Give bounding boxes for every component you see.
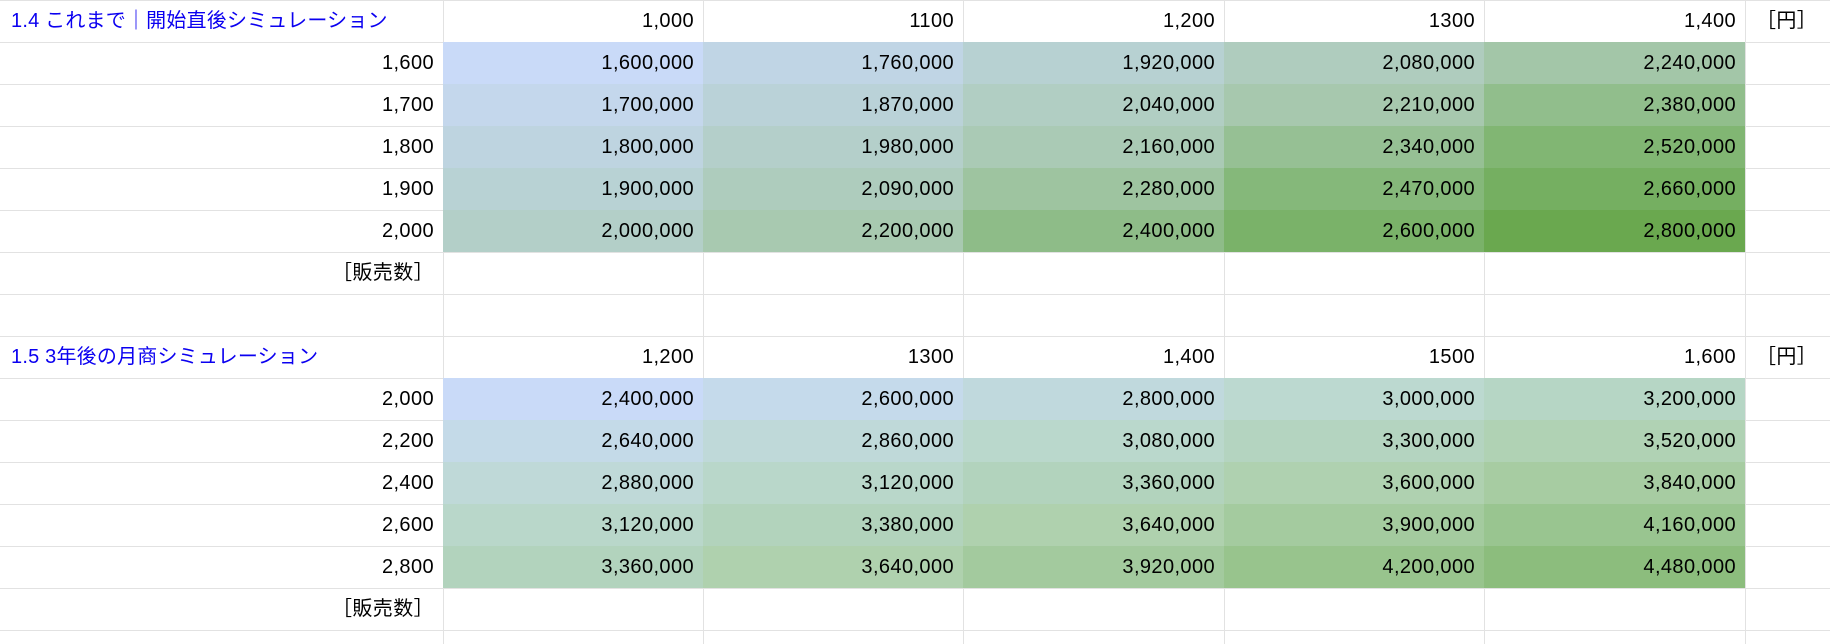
- vertical-gridline: [703, 0, 704, 644]
- revenue-cell[interactable]: 1,870,000: [703, 84, 963, 126]
- revenue-cell[interactable]: 2,200,000: [703, 210, 963, 252]
- revenue-cell[interactable]: 2,210,000: [1224, 84, 1484, 126]
- revenue-cell[interactable]: 3,520,000: [1484, 420, 1745, 462]
- revenue-cell[interactable]: 2,040,000: [963, 84, 1224, 126]
- price-header-cell[interactable]: 1,200: [641, 346, 694, 368]
- price-header-cell[interactable]: 1,400: [1162, 346, 1215, 368]
- revenue-cell[interactable]: 3,360,000: [443, 546, 703, 588]
- price-header-cell[interactable]: 1100: [909, 10, 954, 32]
- revenue-cell[interactable]: 3,080,000: [963, 420, 1224, 462]
- quantity-cell[interactable]: 1,800: [381, 136, 434, 158]
- revenue-cell[interactable]: 1,900,000: [443, 168, 703, 210]
- horizontal-gridline: [0, 294, 1830, 295]
- revenue-cell[interactable]: 2,090,000: [703, 168, 963, 210]
- quantity-cell[interactable]: 2,000: [381, 388, 434, 410]
- table-title[interactable]: 1.5 3年後の月商シミュレーション: [11, 346, 319, 368]
- revenue-cell[interactable]: 3,600,000: [1224, 462, 1484, 504]
- quantity-cell[interactable]: 1,600: [381, 52, 434, 74]
- revenue-cell[interactable]: 3,920,000: [963, 546, 1224, 588]
- price-header-cell[interactable]: 1300: [1428, 10, 1475, 32]
- revenue-cell[interactable]: 2,160,000: [963, 126, 1224, 168]
- horizontal-gridline: [0, 0, 1830, 1]
- quantity-cell[interactable]: 1,900: [381, 178, 434, 200]
- revenue-cell[interactable]: 2,400,000: [443, 378, 703, 420]
- revenue-cell[interactable]: 3,120,000: [443, 504, 703, 546]
- vertical-gridline: [963, 0, 964, 644]
- quantity-cell[interactable]: 2,400: [381, 472, 434, 494]
- price-header-cell[interactable]: 1,400: [1683, 10, 1736, 32]
- revenue-cell[interactable]: 2,470,000: [1224, 168, 1484, 210]
- revenue-cell[interactable]: 1,980,000: [703, 126, 963, 168]
- revenue-cell[interactable]: 3,900,000: [1224, 504, 1484, 546]
- revenue-cell[interactable]: 2,240,000: [1484, 42, 1745, 84]
- table-title[interactable]: 1.4 これまで｜開始直後シミュレーション: [11, 10, 388, 32]
- revenue-cell[interactable]: 3,640,000: [703, 546, 963, 588]
- revenue-cell[interactable]: 1,600,000: [443, 42, 703, 84]
- revenue-cell[interactable]: 2,280,000: [963, 168, 1224, 210]
- horizontal-gridline: [0, 588, 1830, 589]
- revenue-cell[interactable]: 3,120,000: [703, 462, 963, 504]
- quantity-cell[interactable]: 2,200: [381, 430, 434, 452]
- unit-label[interactable]: ［円］: [1756, 346, 1818, 368]
- revenue-cell[interactable]: 2,880,000: [443, 462, 703, 504]
- quantity-cell[interactable]: 2,000: [381, 220, 434, 242]
- revenue-cell[interactable]: 2,520,000: [1484, 126, 1745, 168]
- revenue-cell[interactable]: 3,380,000: [703, 504, 963, 546]
- revenue-cell[interactable]: 3,840,000: [1484, 462, 1745, 504]
- quantity-cell[interactable]: 1,700: [381, 94, 434, 116]
- vertical-gridline: [443, 0, 444, 644]
- revenue-cell[interactable]: 1,700,000: [443, 84, 703, 126]
- quantity-cell[interactable]: 2,600: [381, 514, 434, 536]
- revenue-cell[interactable]: 1,800,000: [443, 126, 703, 168]
- revenue-cell[interactable]: 1,760,000: [703, 42, 963, 84]
- revenue-cell[interactable]: 3,360,000: [963, 462, 1224, 504]
- unit-label[interactable]: ［円］: [1756, 10, 1818, 32]
- price-header-cell[interactable]: 1,200: [1162, 10, 1215, 32]
- horizontal-gridline: [0, 630, 1830, 631]
- revenue-cell[interactable]: 2,660,000: [1484, 168, 1745, 210]
- quantity-cell[interactable]: 2,800: [381, 556, 434, 578]
- revenue-cell[interactable]: 3,300,000: [1224, 420, 1484, 462]
- sales-count-label[interactable]: ［販売数］: [332, 262, 434, 284]
- revenue-cell[interactable]: 2,800,000: [1484, 210, 1745, 252]
- price-header-cell[interactable]: 1300: [907, 346, 954, 368]
- revenue-cell[interactable]: 3,000,000: [1224, 378, 1484, 420]
- revenue-cell[interactable]: 2,380,000: [1484, 84, 1745, 126]
- revenue-cell[interactable]: 3,640,000: [963, 504, 1224, 546]
- revenue-cell[interactable]: 4,480,000: [1484, 546, 1745, 588]
- revenue-cell[interactable]: 2,400,000: [963, 210, 1224, 252]
- revenue-cell[interactable]: 2,000,000: [443, 210, 703, 252]
- revenue-cell[interactable]: 3,200,000: [1484, 378, 1745, 420]
- revenue-cell[interactable]: 2,600,000: [703, 378, 963, 420]
- price-header-cell[interactable]: 1,000: [641, 10, 694, 32]
- vertical-gridline: [1745, 0, 1746, 644]
- revenue-cell[interactable]: 2,860,000: [703, 420, 963, 462]
- vertical-gridline: [1484, 0, 1485, 644]
- revenue-cell[interactable]: 2,600,000: [1224, 210, 1484, 252]
- horizontal-gridline: [0, 252, 1830, 253]
- horizontal-gridline: [0, 336, 1830, 337]
- price-header-cell[interactable]: 1500: [1428, 346, 1475, 368]
- revenue-cell[interactable]: 2,080,000: [1224, 42, 1484, 84]
- revenue-cell[interactable]: 2,340,000: [1224, 126, 1484, 168]
- price-header-cell[interactable]: 1,600: [1683, 346, 1736, 368]
- revenue-cell[interactable]: 4,200,000: [1224, 546, 1484, 588]
- revenue-cell[interactable]: 2,800,000: [963, 378, 1224, 420]
- revenue-cell[interactable]: 4,160,000: [1484, 504, 1745, 546]
- revenue-cell[interactable]: 2,640,000: [443, 420, 703, 462]
- vertical-gridline: [1224, 0, 1225, 644]
- sales-count-label[interactable]: ［販売数］: [332, 598, 434, 620]
- revenue-cell[interactable]: 1,920,000: [963, 42, 1224, 84]
